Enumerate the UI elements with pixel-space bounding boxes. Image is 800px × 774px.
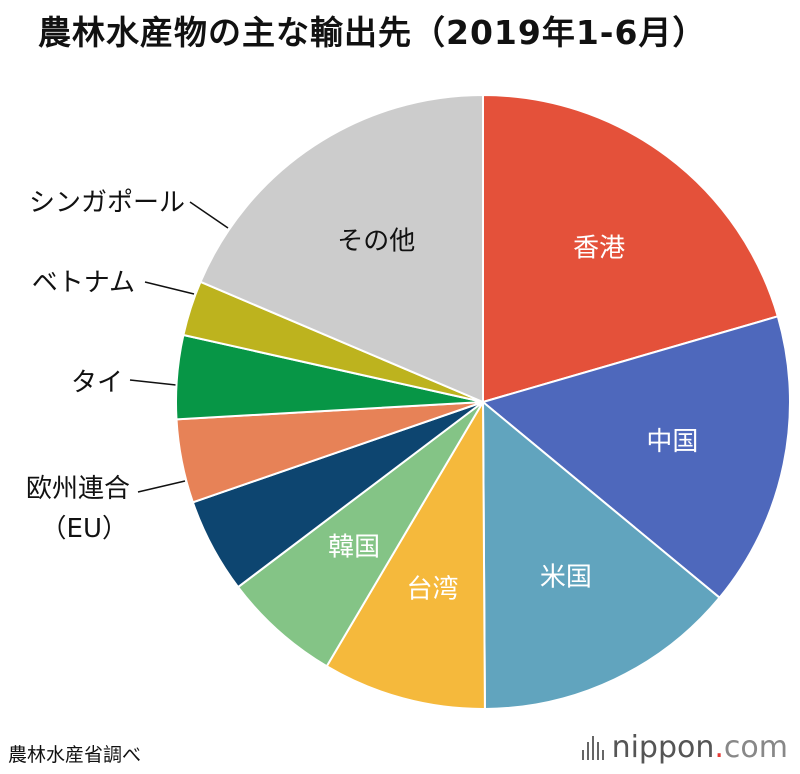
brand-bars-icon (581, 735, 604, 760)
slice-香港 (482, 93, 780, 404)
slice-台湾 (325, 398, 486, 710)
brand-dot: . (714, 730, 724, 765)
brand-logo: nippon. com (581, 730, 788, 765)
leader-line (129, 379, 177, 386)
source-note: 農林水産省調べ (8, 744, 142, 766)
slice-その他 (199, 93, 484, 404)
slice-label: 米国 (540, 563, 592, 593)
slice-label: 中国 (646, 427, 698, 457)
slice-label: 香港 (573, 233, 625, 263)
slice-label: その他 (337, 227, 415, 257)
brand-suffix: com (723, 730, 788, 765)
slice-label: ベトナム (32, 268, 135, 298)
leader-line (189, 201, 229, 229)
slice-韓国 (236, 401, 484, 668)
slice-label: シンガポール (29, 188, 185, 218)
slice-label: タイ (71, 368, 123, 398)
chart-title: 農林水産物の主な輸出先（2019年1-6月） (38, 13, 707, 52)
slice-label: 台湾 (407, 575, 459, 605)
leader-line (144, 281, 195, 295)
brand-main: nippon (611, 730, 715, 765)
slice-label: 韓国 (328, 532, 380, 562)
slice-中国 (480, 315, 791, 600)
leader-line (137, 480, 186, 493)
slice-米国 (481, 399, 721, 711)
slice-label: 欧州連合（EU） (26, 474, 130, 544)
